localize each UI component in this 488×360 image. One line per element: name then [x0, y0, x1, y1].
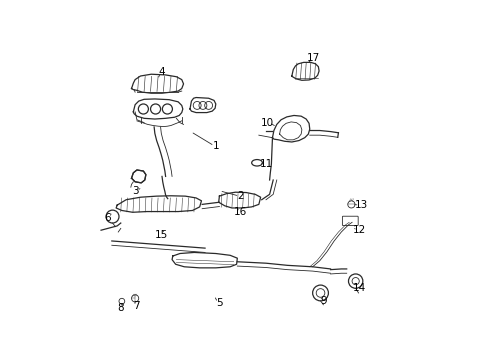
FancyBboxPatch shape — [342, 216, 357, 226]
Text: 1: 1 — [212, 141, 219, 151]
Text: 12: 12 — [352, 225, 365, 235]
Text: 5: 5 — [216, 298, 222, 308]
Polygon shape — [131, 170, 145, 183]
Text: 14: 14 — [352, 283, 365, 293]
Text: 16: 16 — [234, 207, 247, 217]
Text: 4: 4 — [159, 67, 165, 77]
Text: 13: 13 — [354, 200, 367, 210]
Text: 6: 6 — [104, 213, 111, 222]
Text: 8: 8 — [117, 303, 124, 314]
Text: 2: 2 — [237, 191, 244, 201]
Text: 11: 11 — [259, 159, 272, 169]
Text: 17: 17 — [306, 53, 319, 63]
Text: 3: 3 — [132, 186, 138, 196]
Text: 7: 7 — [133, 301, 139, 311]
Text: 10: 10 — [261, 118, 274, 128]
Text: 9: 9 — [320, 296, 326, 306]
Text: 15: 15 — [154, 230, 167, 239]
